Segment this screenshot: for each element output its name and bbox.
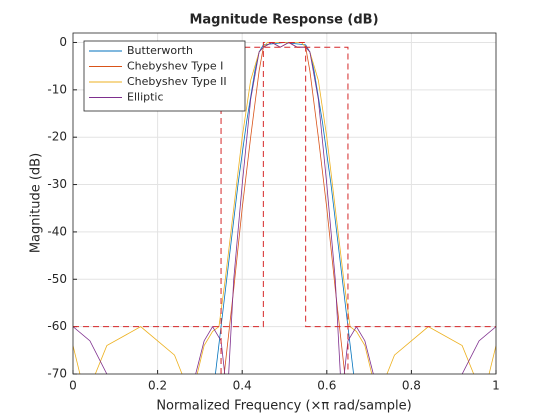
chart-title: Magnitude Response (dB) <box>189 13 378 28</box>
y-tick-label: -70 <box>47 367 67 381</box>
legend-label: Chebyshev Type I <box>127 60 223 73</box>
x-tick-label: 0 <box>69 379 77 393</box>
y-tick-label: -60 <box>47 319 67 333</box>
y-tick-label: -30 <box>47 177 67 191</box>
x-tick-label: 0.8 <box>402 379 421 393</box>
x-tick-label: 0.2 <box>148 379 167 393</box>
x-tick-label: 0.4 <box>233 379 252 393</box>
x-tick-label: 0.6 <box>317 379 336 393</box>
legend-label: Chebyshev Type II <box>127 75 227 88</box>
axes-box <box>72 32 497 375</box>
legend-label: Elliptic <box>127 91 164 104</box>
y-axis-label: Magnitude (dB) <box>29 153 44 253</box>
line <box>73 42 496 374</box>
legend-label: Butterworth <box>127 44 193 57</box>
y-tick-label: 0 <box>59 35 67 49</box>
y-tick-label: -50 <box>47 272 67 286</box>
plot-lines <box>73 41 496 374</box>
x-tick-label: 1 <box>492 379 500 393</box>
legend-box <box>83 40 246 112</box>
x-axis-label: Normalized Frequency (×π rad/sample) <box>156 399 411 414</box>
y-tick-label: -10 <box>47 82 67 96</box>
y-tick-label: -20 <box>47 130 67 144</box>
y-tick-label: -40 <box>47 224 67 238</box>
mask-line <box>73 41 496 374</box>
